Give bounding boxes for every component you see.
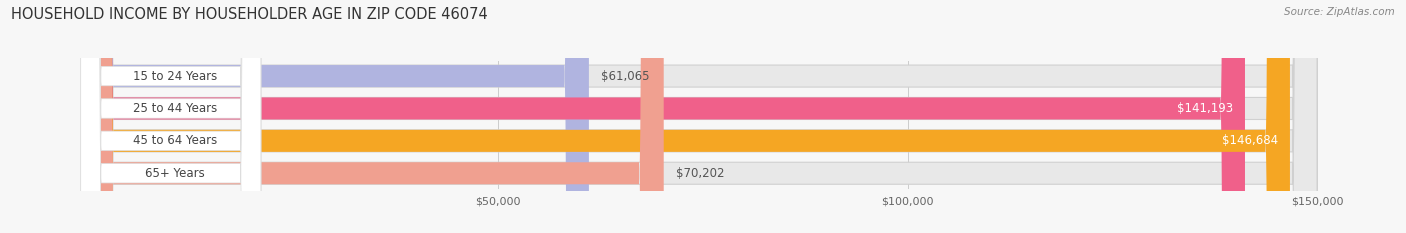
FancyBboxPatch shape	[80, 0, 262, 233]
FancyBboxPatch shape	[80, 0, 262, 233]
FancyBboxPatch shape	[89, 0, 1317, 233]
FancyBboxPatch shape	[89, 0, 1317, 233]
Text: 15 to 24 Years: 15 to 24 Years	[132, 70, 217, 82]
FancyBboxPatch shape	[89, 0, 1317, 233]
Text: $146,684: $146,684	[1222, 134, 1278, 147]
Text: $141,193: $141,193	[1177, 102, 1233, 115]
Text: 25 to 44 Years: 25 to 44 Years	[132, 102, 217, 115]
Text: HOUSEHOLD INCOME BY HOUSEHOLDER AGE IN ZIP CODE 46074: HOUSEHOLD INCOME BY HOUSEHOLDER AGE IN Z…	[11, 7, 488, 22]
FancyBboxPatch shape	[80, 0, 262, 233]
FancyBboxPatch shape	[89, 0, 1289, 233]
Text: 45 to 64 Years: 45 to 64 Years	[132, 134, 217, 147]
Text: $61,065: $61,065	[602, 70, 650, 82]
FancyBboxPatch shape	[89, 0, 664, 233]
FancyBboxPatch shape	[89, 0, 1244, 233]
Text: 65+ Years: 65+ Years	[145, 167, 205, 180]
FancyBboxPatch shape	[89, 0, 1317, 233]
Text: $70,202: $70,202	[676, 167, 724, 180]
FancyBboxPatch shape	[80, 0, 262, 233]
Text: Source: ZipAtlas.com: Source: ZipAtlas.com	[1284, 7, 1395, 17]
FancyBboxPatch shape	[89, 0, 589, 233]
